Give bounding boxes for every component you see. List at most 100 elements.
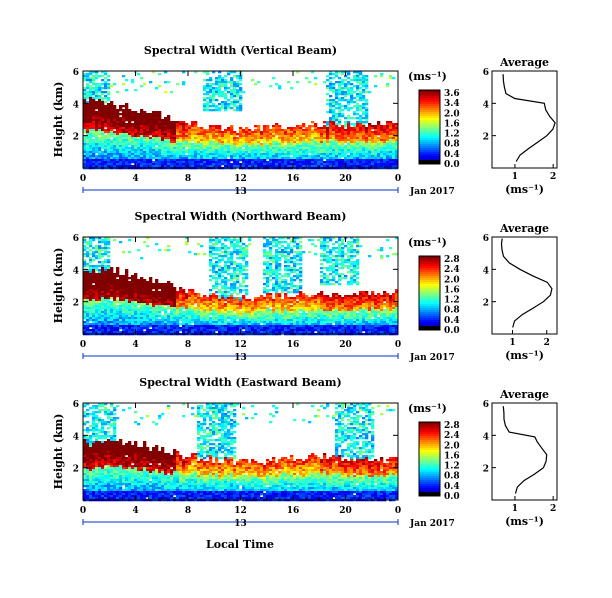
heatmap-cell xyxy=(359,71,363,74)
heatmap-cell xyxy=(209,311,213,314)
heatmap-cell xyxy=(329,95,333,98)
heatmap-cell xyxy=(98,117,102,120)
heatmap-cell xyxy=(98,151,102,154)
heatmap-cell xyxy=(230,93,234,96)
heatmap-cell xyxy=(344,79,348,82)
heatmap-cell xyxy=(119,275,123,278)
heatmap-cell xyxy=(392,147,396,150)
heatmap-cell xyxy=(356,151,360,154)
heatmap-cell xyxy=(119,131,123,134)
heatmap-cell xyxy=(83,87,87,90)
heatmap-cell xyxy=(101,147,105,150)
heatmap-cell xyxy=(206,323,210,326)
heatmap-cell xyxy=(179,159,183,162)
heatmap-cell xyxy=(218,255,222,258)
heatmap-cell xyxy=(368,151,372,154)
heatmap-cell xyxy=(161,123,165,126)
heatmap-cell xyxy=(233,237,237,240)
heatmap-cell xyxy=(83,261,87,264)
heatmap-cell xyxy=(359,99,363,102)
heatmap-cell xyxy=(383,157,387,160)
heatmap-cell xyxy=(83,331,87,334)
heatmap-cell xyxy=(140,281,144,284)
colorbar-swatch xyxy=(419,126,440,129)
heatmap-cell xyxy=(113,113,117,116)
heatmap-cell xyxy=(212,93,216,96)
heatmap-cell xyxy=(170,295,174,298)
heatmap-cell xyxy=(212,155,216,158)
heatmap-cell xyxy=(83,129,87,132)
heatmap-cell xyxy=(326,153,330,156)
heatmap-cell xyxy=(128,165,132,168)
heatmap-cell xyxy=(134,317,138,320)
heatmap-cell xyxy=(200,133,204,136)
heatmap-cell xyxy=(203,309,207,312)
heatmap-cell xyxy=(167,139,171,142)
heatmap-cell xyxy=(221,259,225,262)
heatmap-cell xyxy=(119,159,123,162)
heatmap-cell xyxy=(215,163,219,166)
heatmap-cell xyxy=(305,145,309,148)
heatmap-cell xyxy=(104,311,108,314)
heatmap-cell xyxy=(212,317,216,320)
heatmap-cell xyxy=(155,317,159,320)
heatmap-cell xyxy=(386,145,390,148)
heatmap-cell xyxy=(176,153,180,156)
heatmap-cell xyxy=(83,149,87,152)
heatmap-cell xyxy=(89,115,93,118)
heatmap-cell xyxy=(275,125,279,128)
heatmap-cell xyxy=(167,289,171,292)
heatmap-cell xyxy=(383,131,387,134)
heatmap-cell xyxy=(101,311,105,314)
heatmap-cell xyxy=(125,147,129,150)
heatmap-cell xyxy=(146,299,150,302)
heatmap-cell xyxy=(113,115,117,118)
heatmap-cell xyxy=(110,271,114,274)
heatmap-cell xyxy=(209,153,213,156)
heatmap-cell xyxy=(140,311,144,314)
heatmap-cell xyxy=(101,107,105,110)
heatmap-cell xyxy=(164,129,168,132)
heatmap-cell xyxy=(125,117,129,120)
heatmap-cell xyxy=(170,125,174,128)
heatmap-cell xyxy=(209,321,213,324)
heatmap-cell xyxy=(245,329,249,332)
heatmap-cell xyxy=(182,145,186,148)
heatmap-cell xyxy=(206,163,210,166)
heatmap-cell xyxy=(230,305,234,308)
heatmap-cell xyxy=(245,131,249,134)
heatmap-cell xyxy=(212,87,216,90)
heatmap-cell xyxy=(269,135,273,138)
heatmap-cell xyxy=(122,117,126,120)
heatmap-cell xyxy=(308,151,312,154)
heatmap-cell xyxy=(254,131,258,134)
heatmap-cell xyxy=(392,145,396,148)
heatmap-cell xyxy=(254,151,258,154)
heatmap-cell xyxy=(236,325,240,328)
heatmap-cell xyxy=(212,157,216,160)
heatmap-cell xyxy=(86,129,90,132)
heatmap-cell xyxy=(149,307,153,310)
heatmap-cell xyxy=(236,305,240,308)
heatmap-cell xyxy=(143,153,147,156)
heatmap-cell xyxy=(365,157,369,160)
heatmap-cell xyxy=(356,159,360,162)
heatmap-cell xyxy=(386,139,390,142)
heatmap-cell xyxy=(86,131,90,134)
heatmap-cell xyxy=(164,151,168,154)
colorbar-tick-label: 1.2 xyxy=(444,130,460,140)
heatmap-cell xyxy=(113,119,117,122)
heatmap-cell xyxy=(263,125,267,128)
heatmap-cell xyxy=(86,319,90,322)
heatmap-cell xyxy=(140,319,144,322)
heatmap-cell xyxy=(116,293,120,296)
heatmap-cell xyxy=(245,247,249,250)
heatmap-cell xyxy=(269,161,273,164)
heatmap-cell xyxy=(293,155,297,158)
heatmap-cell xyxy=(143,241,147,244)
heatmap-cell xyxy=(86,263,90,266)
heatmap-cell xyxy=(191,307,195,310)
heatmap-cell xyxy=(305,129,309,132)
heatmap-cell xyxy=(107,127,111,130)
